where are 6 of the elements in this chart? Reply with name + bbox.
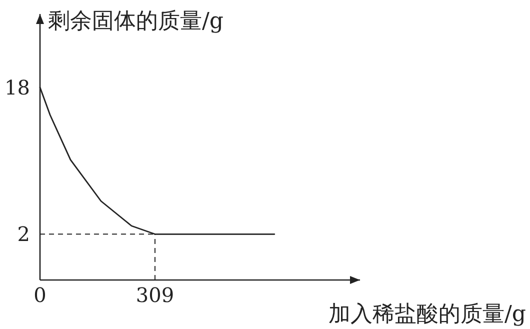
x-tick-label: 0 (34, 283, 46, 307)
y-tick-label: 18 (4, 75, 30, 100)
x-tick-label: 309 (136, 283, 174, 307)
x-axis-title: 加入稀盐酸的质量/g (328, 302, 526, 327)
y-tick-label: 2 (17, 222, 30, 246)
y-axis-title: 剩余固体的质量/g (48, 9, 224, 34)
